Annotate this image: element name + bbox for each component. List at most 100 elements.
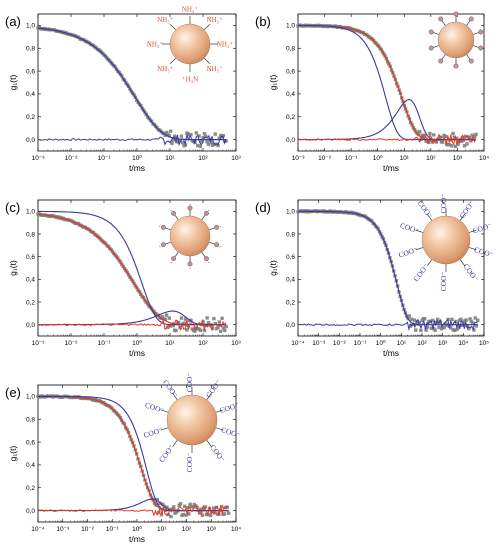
data-point [414,328,418,332]
particle-sphere [437,21,475,59]
particle-spoke [459,213,466,221]
ion-label: COO⁻ [399,221,421,236]
data-point [437,325,441,330]
particle-spoke [172,393,178,400]
data-point [456,142,460,146]
data-point [200,139,204,143]
charge-sign: - [170,208,172,214]
particle-spoke [160,409,169,413]
ion-label: COO⁻ [161,378,180,399]
data-point [206,320,211,325]
residual-curve [37,318,227,332]
pin-head [214,242,220,248]
pin-head [478,45,484,51]
charge-sign: - [219,224,221,230]
data-point [473,316,477,320]
y-tick-label: 1,0 [26,23,35,30]
data-point [465,324,470,328]
x-tick-label: 10⁴ [458,340,468,347]
data-point [209,140,213,145]
particle-spoke [215,409,224,413]
data-point [469,139,473,143]
pin-head [453,11,459,17]
x-tick-label: 10⁰ [373,154,383,162]
pin-head [428,29,434,35]
particle-illustration: NH₃⁺ NH₃⁺ NH₃⁺ NH₃⁺ ⁺H₃N NH₃⁺ NH₃⁺ NH₃⁺ [147,6,234,84]
data-point [163,317,167,322]
y-tick-label: 0,0 [26,137,35,144]
ion-label: NH₃⁺ [207,65,224,73]
residual-curve [297,318,479,332]
data-point [476,318,480,322]
data-point [202,328,207,333]
panel-c: (c) 0,0 0,2 0,4 0,6 0,8 1,0 10⁻³ 10⁻² 10⁻¹ 10⁰ 10¹ 1… [5,199,242,358]
x-tick-label: 10⁻³ [312,340,326,347]
y-tick-label: 0,8 [286,46,295,53]
y-tick-label: 0,2 [26,114,35,121]
ion-label: ⁺H₃N [182,76,198,84]
pin-head [204,256,209,262]
data-point [432,133,436,137]
data-point [185,506,190,510]
plot-frame [297,13,485,152]
data-point [464,318,468,322]
pin-head [468,16,474,22]
x-axis-title: t/ms [383,163,399,173]
data-point [441,140,445,144]
data-point [183,504,187,509]
data-point [425,325,430,329]
pin-head [160,242,166,248]
x-tick-label: 10⁻³ [292,155,306,162]
pin-head [478,29,484,35]
data-point [459,317,463,322]
data-point [199,507,203,511]
y-tick-label: 0,6 [286,68,295,75]
y-axis-title: g₁(t) [8,446,18,462]
data-point [195,143,200,148]
pin-head [438,16,444,22]
x-axis-title: t/ms [129,163,145,173]
data-point [169,514,173,519]
x-axis-title: t/ms [129,348,145,358]
ion-label: COO⁻ [416,199,435,220]
x-tick-label: 10³ [207,526,217,533]
data-point [198,511,202,515]
data-point [203,505,207,509]
data-point [218,329,223,334]
y-tick-label: 0,2 [26,299,35,306]
fast-mode-curve [38,210,227,326]
data-point [163,133,167,137]
data-point [172,134,177,138]
data-point [223,328,227,333]
data-point [424,328,428,332]
particle-spoke [468,247,477,251]
pin-head [160,224,166,230]
data-point [467,135,472,140]
data-point [212,142,216,147]
data-point [172,505,176,509]
panel-label: (c) [5,200,20,215]
y-tick-label: 0,8 [26,231,35,238]
data-point [465,142,469,146]
panel-label: (d) [255,200,271,215]
particle-sphere [169,23,211,65]
data-point [448,326,453,330]
x-tick-label: 10² [417,340,427,347]
x-tick-label: 10⁻¹ [345,155,359,162]
data-point [161,502,165,506]
x-tick-label: 10⁻⁴ [291,340,305,347]
fit-curve [37,27,227,141]
data-point [182,321,186,325]
x-tick-label: 10⁰ [132,525,142,533]
ion-label: COO⁻ [457,199,476,220]
data-point [187,512,191,516]
y-tick-label: 0,0 [26,322,35,329]
x-tick-label: 10² [182,526,192,533]
data-point [474,324,479,328]
data-point [171,138,176,142]
residual-curve [37,504,229,517]
data-point [469,319,474,324]
x-tick-label: 10⁴ [231,526,241,533]
ion-label: COO⁻ [218,400,240,415]
residual-curve [37,134,227,147]
